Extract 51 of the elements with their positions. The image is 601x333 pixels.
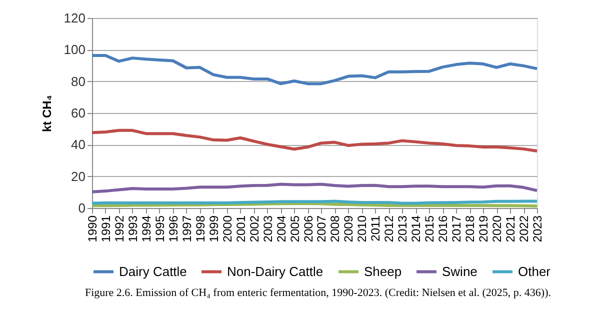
x-tick-label: 2019 bbox=[476, 215, 491, 242]
legend-label: Non-Dairy Cattle bbox=[227, 264, 324, 279]
x-tick-label: 2008 bbox=[328, 215, 342, 242]
y-tick-label: 120 bbox=[64, 10, 86, 26]
x-tick-label: 1998 bbox=[193, 215, 208, 242]
x-tick-label: 2001 bbox=[234, 215, 248, 242]
x-tick-label: 1997 bbox=[180, 215, 194, 242]
x-tick-label: 2010 bbox=[355, 215, 370, 242]
x-tick-label: 2017 bbox=[450, 215, 464, 242]
x-tick-label: 1995 bbox=[152, 215, 167, 242]
y-tick-label: 60 bbox=[71, 106, 86, 120]
x-tick-label: 1993 bbox=[126, 215, 140, 242]
x-tick-label: 2004 bbox=[274, 215, 288, 242]
y-tick-label: 0 bbox=[78, 200, 86, 216]
x-tick-label: 2007 bbox=[314, 215, 329, 242]
x-tick-label: 2009 bbox=[342, 215, 356, 242]
x-tick-label: 2013 bbox=[396, 215, 410, 242]
legend-label: Dairy Cattle bbox=[119, 264, 187, 279]
x-tick-label: 2016 bbox=[436, 215, 450, 242]
x-tick-label: 1996 bbox=[166, 215, 180, 242]
x-tick-label: 1999 bbox=[206, 215, 221, 242]
legend-label: Swine bbox=[442, 264, 478, 279]
x-tick-label: 2014 bbox=[409, 215, 424, 242]
x-tick-label: 2006 bbox=[301, 215, 316, 242]
x-tick-label: 2011 bbox=[368, 215, 383, 242]
x-tick-label: 2022 bbox=[517, 215, 532, 242]
line-series bbox=[90, 128, 538, 152]
x-tick-label: 1990 bbox=[86, 215, 100, 242]
x-tick-label: 2005 bbox=[288, 215, 302, 242]
y-tick-label: 40 bbox=[71, 137, 86, 152]
legend-label: Other bbox=[518, 264, 552, 279]
x-tick-label: 2000 bbox=[220, 215, 234, 242]
x-tick-label: 1991 bbox=[98, 215, 113, 242]
x-tick-label: 2020 bbox=[490, 215, 504, 242]
x-tick-label: 2021 bbox=[504, 215, 518, 242]
legend-label: Sheep bbox=[364, 264, 402, 279]
y-tick-label: 100 bbox=[64, 42, 86, 58]
x-tick-label: 2018 bbox=[463, 215, 478, 242]
x-tick-label: 2023 bbox=[530, 215, 544, 242]
y-axis-title: kt CH₄ bbox=[40, 94, 54, 132]
x-tick-label: 2012 bbox=[382, 215, 396, 242]
y-tick-label: 20 bbox=[71, 168, 86, 184]
x-tick-label: 1992 bbox=[112, 215, 126, 242]
x-tick-label: 2002 bbox=[247, 215, 262, 242]
x-tick-label: 1994 bbox=[139, 215, 154, 242]
line-series bbox=[90, 182, 538, 194]
y-tick-label: 80 bbox=[71, 74, 86, 89]
line-series bbox=[90, 54, 538, 86]
x-tick-label: 2015 bbox=[422, 215, 437, 242]
caption: Figure 2.6. Emission of CH₄ from enteric fermentation, 1990-2023. (Credit: Nielsen et al. (2025, p. 436)). bbox=[84, 287, 552, 299]
x-tick-label: 2003 bbox=[260, 215, 275, 242]
